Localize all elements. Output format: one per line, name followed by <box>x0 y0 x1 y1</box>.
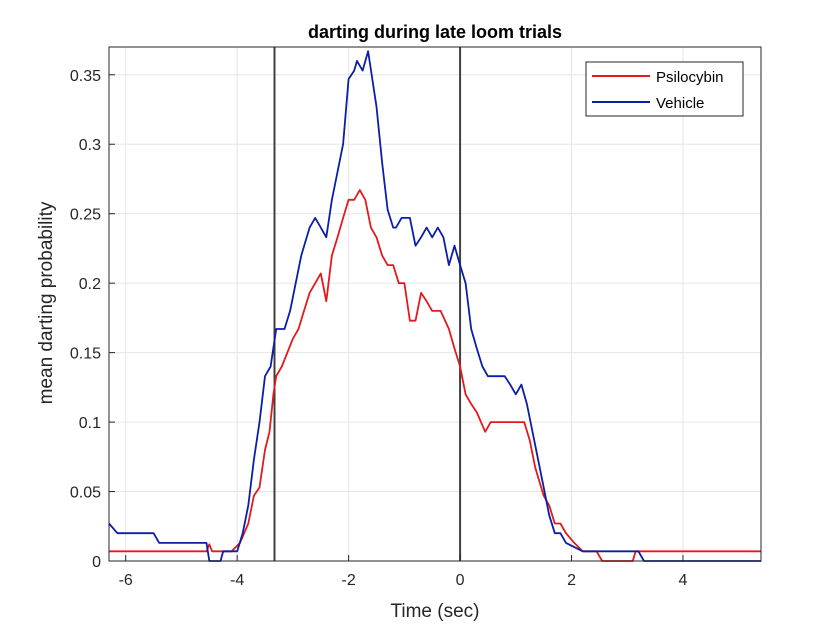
plot-axes-box <box>108 46 762 562</box>
y-tick-label: 0.05 <box>70 485 101 502</box>
y-axis-ticks: 0 0.05 0.1 0.15 0.2 0.25 0.3 0.35 <box>70 68 115 571</box>
event-markers <box>273 47 462 561</box>
x-tick-label: -6 <box>119 572 133 589</box>
legend-label-psilocybin: Psilocybin <box>656 69 724 86</box>
x-tick-label: -2 <box>342 572 356 589</box>
series-lines <box>108 50 761 562</box>
y-tick-label: 0.35 <box>70 68 101 85</box>
legend-label-vehicle: Vehicle <box>656 95 704 112</box>
x-axis-label: Time (sec) <box>390 601 479 622</box>
legend: Psilocybin Vehicle <box>585 61 744 117</box>
x-axis-ticks: -6 -4 -2 0 2 4 <box>119 555 688 589</box>
y-tick-label: 0.25 <box>70 207 101 224</box>
y-axis-label: mean darting probability <box>36 201 57 404</box>
grid-lines <box>109 47 761 562</box>
series-line-psilocybin <box>109 189 761 562</box>
series-line-vehicle <box>108 50 761 562</box>
y-tick-label: 0.2 <box>79 276 101 293</box>
x-tick-label: 0 <box>456 572 465 589</box>
y-tick-label: 0.1 <box>79 415 101 432</box>
y-tick-label: 0.3 <box>79 137 101 154</box>
x-tick-label: -4 <box>230 572 244 589</box>
legend-box <box>585 61 744 117</box>
y-tick-label: 0 <box>92 554 101 571</box>
y-tick-label: 0.15 <box>70 346 101 363</box>
x-tick-label: 4 <box>679 572 688 589</box>
x-tick-label: 2 <box>567 572 576 589</box>
chart-title: darting during late loom trials <box>308 22 562 42</box>
